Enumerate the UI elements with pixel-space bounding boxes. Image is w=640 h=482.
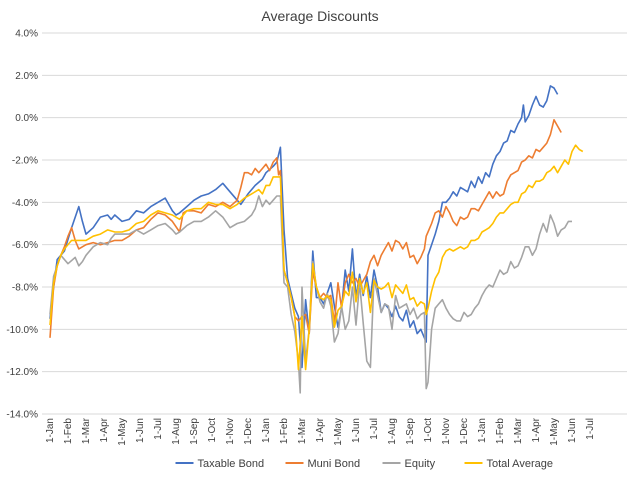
x-axis-tick-labels: 1-Jan 1-Feb 1-Mar 1-Apr 1-May 1-Jun 1-Jul 1-Aug…	[45, 417, 596, 445]
legend-label: Taxable Bond	[198, 458, 265, 470]
x-tick-label: 1-Dec	[459, 418, 470, 445]
x-tick-label: 1-Aug	[387, 418, 398, 445]
legend-label: Equity	[405, 458, 436, 470]
y-tick-label: 2.0%	[15, 71, 38, 82]
x-tick-label: 1-Mar	[81, 417, 92, 444]
x-tick-label: 1-Aug	[171, 418, 182, 445]
x-tick-label: 1-Nov	[441, 418, 452, 445]
x-tick-label: 1-Jun	[135, 418, 146, 443]
legend: Taxable Bond Muni Bond Equity Total Average	[175, 458, 553, 470]
y-tick-label: -14.0%	[6, 410, 38, 421]
x-tick-label: 1-Apr	[99, 417, 110, 442]
x-tick-label: 1-Mar	[513, 417, 524, 444]
legend-label: Muni Bond	[308, 458, 361, 470]
x-tick-label: 1-Apr	[531, 417, 542, 442]
x-tick-label: 1-Feb	[63, 418, 74, 445]
x-tick-label: 1-Jul	[153, 418, 164, 440]
x-tick-label: 1-Jan	[45, 418, 56, 443]
x-tick-label: 1-Nov	[225, 418, 236, 445]
chart-title: Average Discounts	[261, 8, 378, 24]
x-tick-label: 1-Oct	[207, 418, 218, 443]
y-tick-label: -12.0%	[6, 367, 38, 378]
x-tick-label: 1-Jan	[477, 418, 488, 443]
y-tick-label: -6.0%	[12, 240, 38, 251]
x-tick-label: 1-Jun	[351, 418, 362, 443]
x-tick-label: 1-Feb	[279, 418, 290, 445]
x-tick-label: 1-Sep	[405, 418, 416, 445]
x-tick-label: 1-Jul	[585, 418, 596, 440]
y-tick-label: 0.0%	[15, 113, 38, 124]
series-line-equity	[49, 195, 572, 394]
y-tick-label: -4.0%	[12, 198, 38, 209]
y-tick-label: -2.0%	[12, 156, 38, 167]
gridlines	[42, 32, 627, 415]
x-tick-label: 1-May	[549, 418, 560, 446]
x-tick-label: 1-Feb	[495, 418, 506, 445]
legend-label: Total Average	[487, 458, 553, 470]
series-line-taxable-bond	[49, 85, 559, 369]
x-tick-label: 1-May	[117, 418, 128, 446]
x-tick-label: 1-Sep	[189, 418, 200, 445]
y-tick-label: -8.0%	[12, 283, 38, 294]
x-tick-label: 1-Jun	[567, 418, 578, 443]
x-tick-label: 1-Oct	[423, 418, 434, 443]
x-tick-label: 1-Mar	[297, 417, 308, 444]
x-tick-label: 1-Apr	[315, 417, 326, 442]
y-axis-tick-labels: 4.0% 2.0% 0.0% -2.0% -4.0% -6.0% -8.0% -10.0% -1…	[6, 29, 38, 421]
x-tick-label: 1-Dec	[243, 418, 254, 445]
y-tick-label: 4.0%	[15, 29, 38, 40]
series-line-total-average	[49, 144, 584, 371]
y-tick-label: -10.0%	[6, 325, 38, 336]
x-tick-label: 1-Jul	[369, 418, 380, 440]
series-lines	[49, 85, 584, 394]
x-tick-label: 1-Jan	[261, 418, 272, 443]
x-tick-label: 1-May	[333, 418, 344, 446]
